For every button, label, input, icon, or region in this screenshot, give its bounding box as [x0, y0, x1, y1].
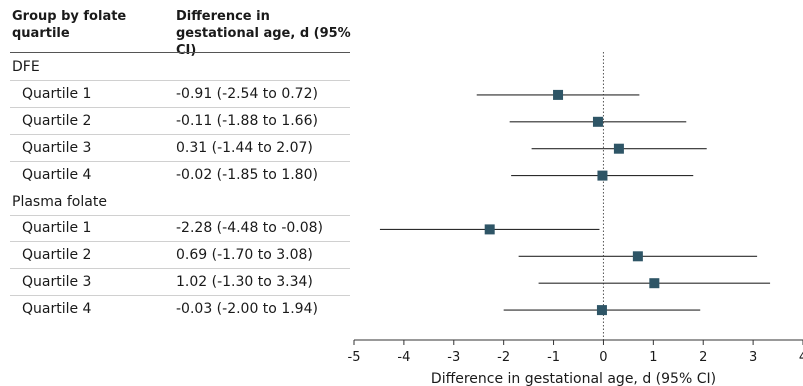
- ci-text: -2.28 (-4.48 to -0.08): [176, 220, 323, 237]
- x-axis-label: Difference in gestational age, d (95% CI…: [431, 371, 716, 386]
- point-estimate-marker: [596, 305, 607, 316]
- difference-column-header: Difference in gestational age, d (95% CI…: [176, 9, 351, 58]
- ci-text: 0.31 (-1.44 to 2.07): [176, 139, 313, 156]
- x-tick-label: -2: [497, 350, 510, 365]
- table-row: Quartile 4 -0.03 (-2.00 to 1.94): [10, 296, 350, 323]
- x-tick-label: 3: [749, 350, 757, 365]
- ci-text: -0.02 (-1.85 to 1.80): [176, 166, 318, 183]
- group-row: Plasma folate: [10, 189, 350, 216]
- x-tick-label: 4: [799, 350, 803, 365]
- point-estimate-marker: [484, 224, 495, 235]
- x-tick-label: -4: [397, 350, 410, 365]
- group-row: DFE: [10, 54, 350, 81]
- ci-text: -0.11 (-1.88 to 1.66): [176, 112, 318, 129]
- table-row: Quartile 4 -0.02 (-1.85 to 1.80): [10, 162, 350, 189]
- x-tick-label: -3: [447, 350, 460, 365]
- table-row: Quartile 1 -2.28 (-4.48 to -0.08): [10, 215, 350, 243]
- point-estimate-marker: [649, 278, 660, 289]
- table-row: Quartile 3 1.02 (-1.30 to 3.34): [10, 269, 350, 297]
- ci-text: -0.03 (-2.00 to 1.94): [176, 301, 318, 318]
- point-estimate-marker: [632, 251, 643, 262]
- ci-text: 1.02 (-1.30 to 3.34): [176, 274, 313, 291]
- row-label: Quartile 4: [22, 301, 92, 318]
- point-estimate-marker: [553, 89, 564, 100]
- row-label: Quartile 2: [22, 112, 92, 129]
- table-row: Quartile 2 0.69 (-1.70 to 3.08): [10, 242, 350, 270]
- x-tick-label: -1: [547, 350, 560, 365]
- row-label: Quartile 3: [22, 274, 92, 291]
- row-label: Quartile 1: [22, 220, 92, 237]
- point-estimate-marker: [597, 170, 608, 181]
- row-label: Quartile 1: [22, 85, 92, 102]
- x-tick-label: -5: [348, 350, 361, 365]
- row-label: Quartile 3: [22, 139, 92, 156]
- group-column-header: Group by folate quartile: [12, 9, 127, 41]
- table-row: Quartile 1 -0.91 (-2.54 to 0.72): [10, 81, 350, 108]
- x-tick-label: 1: [649, 350, 657, 365]
- x-tick-label: 2: [699, 350, 707, 365]
- header-rule: [10, 52, 350, 53]
- row-label: Quartile 4: [22, 166, 92, 183]
- table-row: Quartile 2 -0.11 (-1.88 to 1.66): [10, 108, 350, 135]
- row-label: Quartile 2: [22, 247, 92, 264]
- ci-text: -0.91 (-2.54 to 0.72): [176, 85, 318, 102]
- group-label: DFE: [12, 59, 40, 75]
- point-estimate-marker: [592, 116, 603, 127]
- group-label: Plasma folate: [12, 193, 107, 210]
- point-estimate-marker: [613, 143, 624, 154]
- ci-text: 0.69 (-1.70 to 3.08): [176, 247, 313, 264]
- x-tick-label: 0: [599, 350, 607, 365]
- table-row: Quartile 3 0.31 (-1.44 to 2.07): [10, 135, 350, 162]
